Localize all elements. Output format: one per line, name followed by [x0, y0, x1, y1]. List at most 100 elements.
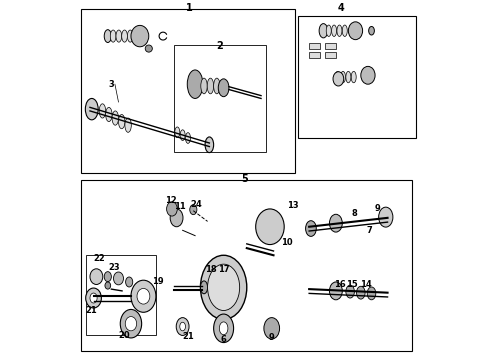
- Ellipse shape: [341, 71, 345, 83]
- Text: 15: 15: [346, 280, 358, 289]
- Ellipse shape: [120, 310, 142, 338]
- Bar: [309, 43, 320, 49]
- Ellipse shape: [346, 285, 354, 298]
- Ellipse shape: [208, 281, 215, 294]
- Text: 14: 14: [360, 280, 372, 289]
- Ellipse shape: [186, 133, 191, 143]
- Text: 12: 12: [165, 195, 177, 204]
- Ellipse shape: [90, 293, 97, 303]
- Ellipse shape: [319, 24, 328, 38]
- Ellipse shape: [214, 78, 220, 94]
- Bar: [298, 17, 416, 138]
- Ellipse shape: [333, 72, 343, 86]
- Ellipse shape: [264, 318, 280, 339]
- Ellipse shape: [112, 111, 119, 125]
- Ellipse shape: [119, 114, 125, 129]
- Text: 23: 23: [109, 263, 121, 272]
- Text: 16: 16: [334, 280, 345, 289]
- Text: 9: 9: [269, 333, 274, 342]
- Ellipse shape: [85, 98, 98, 120]
- Ellipse shape: [125, 277, 133, 287]
- Text: 4: 4: [338, 3, 344, 13]
- Ellipse shape: [110, 30, 116, 42]
- Ellipse shape: [368, 27, 374, 35]
- Ellipse shape: [167, 202, 177, 216]
- Ellipse shape: [306, 221, 316, 237]
- Ellipse shape: [175, 127, 180, 138]
- Ellipse shape: [116, 30, 122, 42]
- Ellipse shape: [351, 71, 356, 83]
- Ellipse shape: [137, 288, 150, 304]
- Ellipse shape: [180, 322, 186, 331]
- Ellipse shape: [337, 25, 342, 36]
- Text: 18: 18: [205, 265, 217, 274]
- Ellipse shape: [329, 214, 343, 232]
- Ellipse shape: [207, 78, 214, 94]
- Ellipse shape: [106, 107, 112, 122]
- Ellipse shape: [361, 66, 375, 84]
- Text: 13: 13: [287, 201, 299, 210]
- Ellipse shape: [86, 288, 101, 308]
- Bar: [325, 43, 336, 49]
- Text: 21: 21: [85, 306, 97, 315]
- Ellipse shape: [329, 282, 343, 300]
- Text: 7: 7: [366, 226, 372, 235]
- Text: 10: 10: [281, 238, 293, 247]
- Ellipse shape: [105, 282, 111, 289]
- Ellipse shape: [200, 255, 247, 319]
- Text: 17: 17: [218, 265, 229, 274]
- Ellipse shape: [131, 26, 149, 47]
- Bar: [309, 52, 320, 58]
- Text: 5: 5: [242, 174, 248, 184]
- Ellipse shape: [104, 272, 111, 282]
- Ellipse shape: [104, 30, 111, 42]
- Text: 9: 9: [375, 204, 381, 213]
- Text: 19: 19: [152, 278, 164, 287]
- Ellipse shape: [220, 322, 228, 335]
- Text: 1: 1: [186, 3, 193, 13]
- Ellipse shape: [326, 25, 331, 36]
- Text: 22: 22: [94, 253, 105, 262]
- Ellipse shape: [348, 22, 363, 40]
- Ellipse shape: [200, 281, 208, 294]
- Ellipse shape: [367, 287, 376, 300]
- Ellipse shape: [335, 71, 340, 83]
- Ellipse shape: [357, 286, 365, 299]
- Bar: [81, 9, 295, 173]
- Ellipse shape: [127, 30, 133, 42]
- Bar: [86, 255, 156, 336]
- Ellipse shape: [343, 25, 347, 36]
- Ellipse shape: [190, 204, 197, 215]
- Ellipse shape: [90, 269, 103, 284]
- Ellipse shape: [170, 209, 183, 227]
- Ellipse shape: [145, 45, 152, 52]
- Bar: [81, 180, 413, 351]
- Ellipse shape: [256, 209, 284, 244]
- Bar: [325, 52, 336, 58]
- Ellipse shape: [131, 280, 156, 312]
- Text: 21: 21: [182, 332, 194, 341]
- Ellipse shape: [125, 316, 137, 331]
- Text: 3: 3: [108, 80, 114, 89]
- Text: 24: 24: [190, 200, 202, 209]
- Text: 2: 2: [217, 41, 223, 51]
- Ellipse shape: [187, 70, 203, 98]
- Ellipse shape: [99, 104, 106, 118]
- Text: 20: 20: [118, 331, 130, 340]
- Bar: [174, 45, 267, 152]
- Ellipse shape: [332, 25, 337, 36]
- Ellipse shape: [125, 118, 131, 132]
- Text: 6: 6: [220, 334, 226, 343]
- Ellipse shape: [201, 78, 207, 94]
- Ellipse shape: [205, 137, 214, 153]
- Ellipse shape: [122, 30, 127, 42]
- Text: 8: 8: [352, 209, 358, 218]
- Ellipse shape: [114, 272, 123, 285]
- Ellipse shape: [379, 207, 393, 227]
- Ellipse shape: [180, 130, 185, 140]
- Ellipse shape: [218, 79, 229, 97]
- Text: 11: 11: [174, 202, 186, 211]
- Ellipse shape: [214, 314, 234, 343]
- Ellipse shape: [346, 71, 351, 83]
- Ellipse shape: [208, 264, 240, 310]
